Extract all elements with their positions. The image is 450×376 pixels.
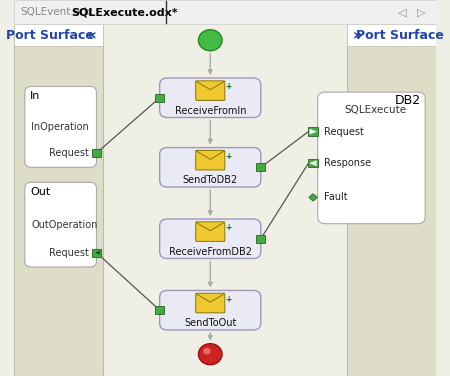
- Text: SendToDB2: SendToDB2: [183, 175, 238, 185]
- Bar: [308, 159, 318, 167]
- Bar: [14, 0, 436, 24]
- Text: Request: Request: [49, 148, 89, 158]
- Bar: [256, 235, 265, 243]
- FancyBboxPatch shape: [196, 150, 225, 170]
- Bar: [347, 24, 436, 46]
- Bar: [14, 24, 103, 376]
- Text: Out: Out: [30, 187, 50, 197]
- Text: ReceiveFromDB2: ReceiveFromDB2: [169, 247, 252, 257]
- Text: SendToOut: SendToOut: [184, 318, 236, 328]
- Text: DB2: DB2: [395, 94, 421, 107]
- FancyBboxPatch shape: [25, 86, 96, 167]
- Bar: [155, 94, 164, 102]
- Text: ◁: ◁: [398, 7, 406, 17]
- Bar: [308, 127, 318, 136]
- Text: OutOperation: OutOperation: [31, 220, 98, 230]
- Text: +: +: [225, 295, 232, 304]
- Bar: [256, 163, 265, 171]
- Text: ReceiveFromIn: ReceiveFromIn: [175, 106, 246, 116]
- Bar: [92, 249, 101, 257]
- FancyBboxPatch shape: [160, 219, 261, 259]
- Bar: [14, 24, 103, 46]
- Text: +: +: [225, 152, 232, 161]
- Text: Fault: Fault: [324, 193, 348, 202]
- Bar: [347, 24, 436, 376]
- Text: Response: Response: [324, 158, 371, 168]
- Circle shape: [198, 30, 222, 51]
- Bar: [92, 149, 101, 157]
- Text: »: »: [353, 28, 363, 42]
- Bar: [155, 306, 164, 314]
- FancyBboxPatch shape: [160, 290, 261, 330]
- Text: SQLExecute.odx*: SQLExecute.odx*: [71, 7, 178, 17]
- FancyBboxPatch shape: [160, 147, 261, 187]
- Text: ▷: ▷: [417, 7, 425, 17]
- FancyBboxPatch shape: [318, 92, 425, 224]
- FancyBboxPatch shape: [160, 78, 261, 117]
- Text: Port Surface: Port Surface: [6, 29, 94, 42]
- Polygon shape: [310, 129, 316, 134]
- Text: +: +: [225, 82, 232, 91]
- Circle shape: [198, 344, 222, 365]
- Text: Request: Request: [324, 127, 364, 136]
- Text: Port Surface: Port Surface: [356, 29, 444, 42]
- Text: «: «: [87, 28, 97, 42]
- Text: InOperation: InOperation: [31, 122, 89, 132]
- FancyBboxPatch shape: [196, 222, 225, 241]
- Text: Request: Request: [49, 248, 89, 258]
- FancyBboxPatch shape: [196, 81, 225, 100]
- Text: In: In: [30, 91, 40, 101]
- Text: +: +: [225, 223, 232, 232]
- Polygon shape: [310, 161, 316, 166]
- Text: SQLEvent.odx: SQLEvent.odx: [21, 7, 94, 17]
- Circle shape: [203, 348, 211, 355]
- FancyBboxPatch shape: [25, 182, 96, 267]
- Text: SQLExecute: SQLExecute: [345, 105, 407, 115]
- Polygon shape: [309, 194, 317, 201]
- FancyBboxPatch shape: [196, 293, 225, 313]
